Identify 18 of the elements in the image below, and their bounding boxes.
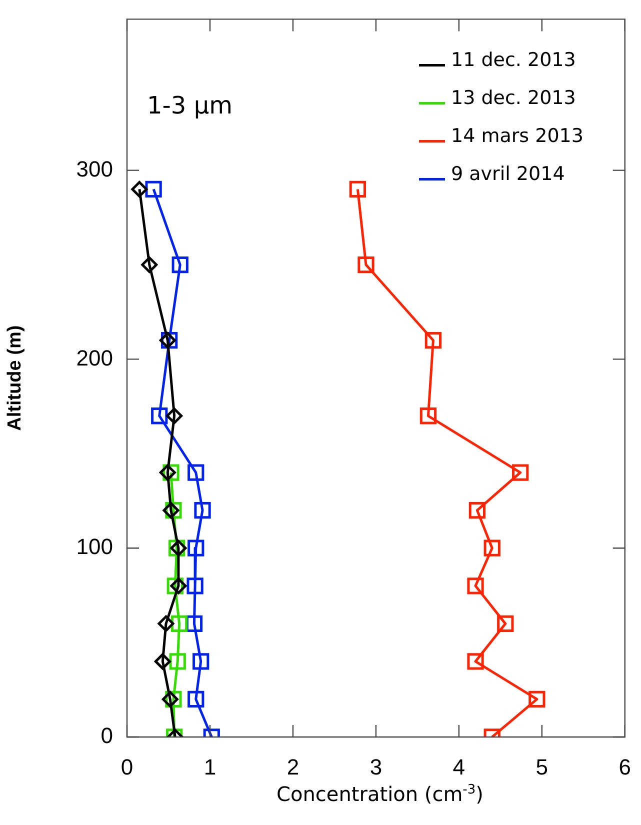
x-tick-label: 6 [618,754,632,780]
x-tick-label: 0 [120,754,134,780]
y-tick-label: 100 [76,534,113,560]
x-tick-label: 4 [452,754,466,780]
x-tick-label: 2 [286,754,300,780]
y-tick-label: 0 [100,723,113,748]
legend-label: 14 mars 2013 [451,125,584,148]
x-tick-label: 1 [204,754,216,780]
y-tick-label: 200 [76,345,113,370]
x-axis-title: Concentration (cm$^{-3}$) [276,782,484,806]
annotation: 1-3 μm [147,91,232,120]
y-tick-label: 300 [76,156,113,182]
legend-label: 11 dec. 2013 [451,49,576,72]
legend-label: 13 dec. 2013 [451,87,576,110]
x-tick-label: 5 [536,754,548,780]
legend-label: 9 avril 2014 [451,163,565,186]
y-axis-title: Altitude (m) [4,325,26,431]
x-tick-label: 3 [370,754,382,780]
